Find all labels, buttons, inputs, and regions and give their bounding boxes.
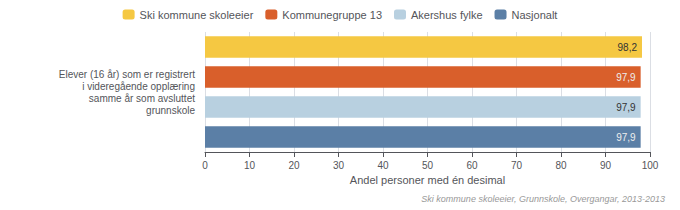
svg-text:Nasjonalt: Nasjonalt [512, 9, 558, 21]
svg-text:0: 0 [202, 160, 208, 171]
svg-text:100: 100 [642, 160, 659, 171]
svg-text:20: 20 [288, 160, 300, 171]
svg-text:Akershus fylke: Akershus fylke [411, 9, 483, 21]
svg-text:80: 80 [555, 160, 567, 171]
svg-text:Ski kommune skoleeier: Ski kommune skoleeier [140, 9, 254, 21]
svg-text:60: 60 [466, 160, 478, 171]
svg-text:70: 70 [511, 160, 523, 171]
svg-text:98,2: 98,2 [618, 42, 638, 53]
svg-text:i videregående opplæring: i videregående opplæring [82, 81, 195, 92]
svg-text:samme år som avsluttet: samme år som avsluttet [89, 93, 195, 104]
svg-text:grunnskole: grunnskole [146, 105, 195, 116]
svg-text:90: 90 [600, 160, 612, 171]
svg-text:40: 40 [377, 160, 389, 171]
svg-text:Kommunegruppe 13: Kommunegruppe 13 [282, 9, 382, 21]
svg-text:Andel personer med én desimal: Andel personer med én desimal [350, 174, 505, 186]
svg-text:Ski kommune skoleeier, Grunnsk: Ski kommune skoleeier, Grunnskole, Overg… [421, 194, 665, 204]
svg-text:10: 10 [244, 160, 256, 171]
svg-text:97,9: 97,9 [616, 132, 636, 143]
svg-text:30: 30 [333, 160, 345, 171]
svg-text:50: 50 [422, 160, 434, 171]
svg-text:Elever (16 år) som er registre: Elever (16 år) som er registrert [59, 69, 195, 80]
svg-text:97,9: 97,9 [616, 72, 636, 83]
svg-text:97,9: 97,9 [616, 102, 636, 113]
